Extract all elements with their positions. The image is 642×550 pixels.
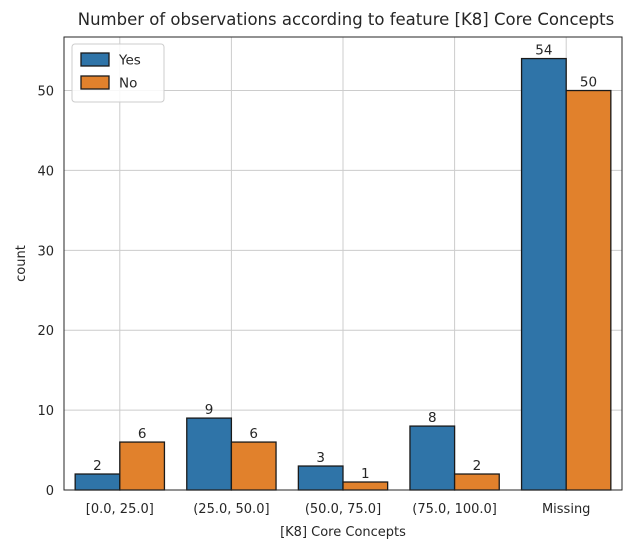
- bar-no-1: [230, 441, 277, 491]
- y-tick-label: 10: [37, 404, 54, 419]
- y-tick-label: 20: [37, 324, 54, 339]
- x-tick-label: Missing: [542, 502, 590, 517]
- bar-value-label: 1: [361, 466, 370, 482]
- legend-swatch-yes: [80, 52, 110, 67]
- x-tick-label: (75.0, 100.0]: [412, 502, 497, 517]
- bar-value-label: 2: [473, 458, 482, 474]
- y-axis-label: count: [14, 245, 29, 282]
- bar-value-label: 54: [535, 43, 552, 59]
- y-tick-labels: 0 10 20 30 40 50: [37, 85, 54, 499]
- bar-yes-1: [186, 417, 233, 491]
- bar-yes-2: [297, 465, 344, 491]
- legend: Yes No: [71, 43, 165, 103]
- bar-value-label: 50: [580, 75, 597, 91]
- y-tick-label: 40: [37, 164, 54, 179]
- bar-labels: 2 9 3 8 54 6 6 1 2 50: [93, 43, 597, 482]
- bar-yes-0: [74, 473, 121, 491]
- bar-value-label: 6: [249, 426, 258, 442]
- legend-label-no: No: [119, 76, 137, 92]
- bars: [74, 57, 612, 491]
- bar-value-label: 2: [93, 458, 102, 474]
- y-tick-label: 30: [37, 244, 54, 259]
- chart-title: Number of observations according to feat…: [78, 10, 615, 29]
- bar-no-0: [119, 441, 166, 491]
- bar-value-label: 9: [205, 402, 214, 418]
- y-tick-label: 50: [37, 85, 54, 100]
- bar-value-label: 3: [316, 450, 325, 466]
- bar-value-label: 6: [138, 426, 147, 442]
- bar-value-label: 8: [428, 410, 437, 426]
- bar-no-2: [342, 481, 389, 491]
- plot-frame: [63, 36, 623, 491]
- x-tick-label: [0.0, 25.0]: [86, 502, 154, 517]
- x-tick-labels: [0.0, 25.0] (25.0, 50.0] (50.0, 75.0] (75.0…: [86, 502, 591, 517]
- bar-yes-3: [409, 425, 456, 491]
- x-tick-label: (25.0, 50.0]: [193, 502, 269, 517]
- x-axis-label: [K8] Core Concepts: [280, 525, 406, 540]
- x-tick-label: (50.0, 75.0]: [305, 502, 381, 517]
- bar-yes-4: [520, 57, 567, 491]
- bar-no-4: [565, 89, 612, 491]
- bar-no-3: [453, 473, 500, 491]
- y-tick-label: 0: [46, 484, 54, 499]
- legend-swatch-no: [80, 75, 110, 90]
- legend-label-yes: Yes: [118, 53, 141, 69]
